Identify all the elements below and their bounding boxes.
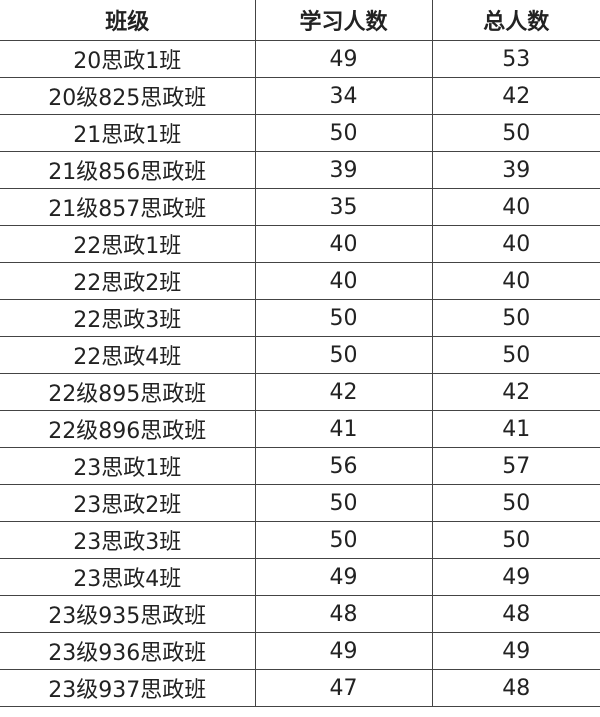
table-row: 23思政1班 56 57	[0, 447, 600, 485]
table-row: 22思政4班 50 50	[0, 336, 600, 374]
cell-class: 21级857思政班	[0, 188, 256, 226]
cell-class: 22级895思政班	[0, 373, 256, 411]
cell-class: 20级825思政班	[0, 77, 256, 115]
table-row: 22思政1班 40 40	[0, 225, 600, 263]
cell-learners: 49	[254, 558, 433, 596]
cell-total: 40	[431, 262, 600, 300]
cell-total: 50	[431, 484, 600, 522]
table-row: 22思政3班 50 50	[0, 299, 600, 337]
cell-class: 23级935思政班	[0, 595, 256, 633]
header-total: 总人数	[431, 0, 600, 41]
cell-total: 40	[431, 225, 600, 263]
cell-total: 49	[431, 558, 600, 596]
cell-total: 41	[431, 410, 600, 448]
cell-learners: 39	[254, 151, 433, 189]
table-row: 22思政2班 40 40	[0, 262, 600, 300]
cell-learners: 50	[254, 484, 433, 522]
cell-total: 50	[431, 114, 600, 152]
table-row: 20级825思政班 34 42	[0, 77, 600, 115]
table-row: 21级857思政班 35 40	[0, 188, 600, 226]
cell-total: 42	[431, 77, 600, 115]
cell-learners: 50	[254, 299, 433, 337]
cell-learners: 49	[254, 632, 433, 670]
cell-total: 57	[431, 447, 600, 485]
cell-class: 23思政2班	[0, 484, 256, 522]
cell-class: 21级856思政班	[0, 151, 256, 189]
cell-learners: 42	[254, 373, 433, 411]
cell-class: 23级937思政班	[0, 669, 256, 707]
cell-class: 23思政3班	[0, 521, 256, 559]
cell-learners: 35	[254, 188, 433, 226]
table-row: 23级936思政班 49 49	[0, 632, 600, 670]
table-row: 22级895思政班 42 42	[0, 373, 600, 411]
table-row: 21级856思政班 39 39	[0, 151, 600, 189]
cell-total: 53	[431, 40, 600, 78]
cell-class: 23思政1班	[0, 447, 256, 485]
cell-learners: 34	[254, 77, 433, 115]
cell-total: 48	[431, 669, 600, 707]
cell-class: 22思政1班	[0, 225, 256, 263]
cell-learners: 40	[254, 262, 433, 300]
cell-class: 22思政3班	[0, 299, 256, 337]
cell-total: 50	[431, 336, 600, 374]
cell-total: 48	[431, 595, 600, 633]
cell-class: 20思政1班	[0, 40, 256, 78]
table-row: 23级937思政班 47 48	[0, 669, 600, 707]
cell-class: 22思政4班	[0, 336, 256, 374]
table-row: 23思政4班 49 49	[0, 558, 600, 596]
cell-class: 23思政4班	[0, 558, 256, 596]
cell-class: 21思政1班	[0, 114, 256, 152]
cell-learners: 49	[254, 40, 433, 78]
cell-total: 50	[431, 299, 600, 337]
cell-learners: 47	[254, 669, 433, 707]
header-learners: 学习人数	[254, 0, 433, 41]
table-row: 22级896思政班 41 41	[0, 410, 600, 448]
cell-learners: 40	[254, 225, 433, 263]
cell-learners: 50	[254, 336, 433, 374]
cell-total: 39	[431, 151, 600, 189]
cell-total: 50	[431, 521, 600, 559]
header-row: 班级 学习人数 总人数	[0, 0, 600, 41]
cell-class: 22级896思政班	[0, 410, 256, 448]
table-row: 23思政3班 50 50	[0, 521, 600, 559]
cell-learners: 50	[254, 114, 433, 152]
cell-learners: 41	[254, 410, 433, 448]
cell-total: 49	[431, 632, 600, 670]
header-class: 班级	[0, 0, 256, 41]
cell-learners: 50	[254, 521, 433, 559]
cell-total: 40	[431, 188, 600, 226]
table-row: 21思政1班 50 50	[0, 114, 600, 152]
cell-class: 23级936思政班	[0, 632, 256, 670]
table-row: 23级935思政班 48 48	[0, 595, 600, 633]
cell-learners: 56	[254, 447, 433, 485]
cell-learners: 48	[254, 595, 433, 633]
table-row: 20思政1班 49 53	[0, 40, 600, 78]
cell-class: 22思政2班	[0, 262, 256, 300]
cell-total: 42	[431, 373, 600, 411]
table-row: 23思政2班 50 50	[0, 484, 600, 522]
